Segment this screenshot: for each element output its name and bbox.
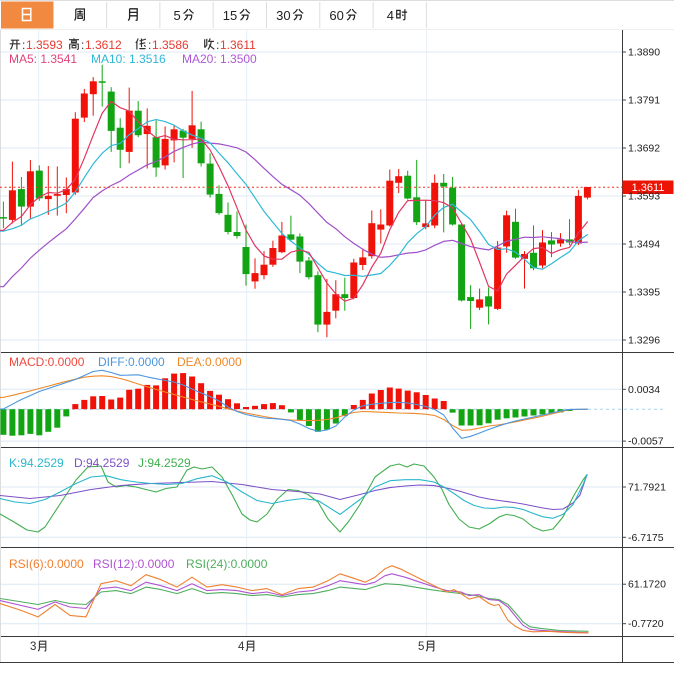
svg-text:DIFF:0.0000: DIFF:0.0000 xyxy=(98,355,165,369)
svg-text:1.3890: 1.3890 xyxy=(628,47,660,59)
svg-text:1.3692: 1.3692 xyxy=(628,143,660,155)
svg-text::: : xyxy=(216,38,219,52)
svg-text:1.3586: 1.3586 xyxy=(152,38,189,52)
svg-text:3: 3 xyxy=(30,641,36,653)
svg-text:5: 5 xyxy=(418,641,424,653)
svg-text:MA10: 1.3516: MA10: 1.3516 xyxy=(91,52,166,66)
svg-text:1.3296: 1.3296 xyxy=(628,335,660,347)
svg-text:61.1720: 61.1720 xyxy=(628,579,666,591)
svg-text:71.7921: 71.7921 xyxy=(628,482,666,494)
svg-text:1.3494: 1.3494 xyxy=(628,239,660,251)
svg-text:1.3593: 1.3593 xyxy=(26,38,63,52)
svg-text::: : xyxy=(81,38,84,52)
svg-text:RSI(24):0.0000: RSI(24):0.0000 xyxy=(186,557,268,571)
svg-text::: : xyxy=(148,38,151,52)
svg-text:DEA:0.0000: DEA:0.0000 xyxy=(177,355,242,369)
svg-text:1.3611: 1.3611 xyxy=(632,182,665,194)
svg-text:D:94.2529: D:94.2529 xyxy=(74,456,130,470)
svg-text:5: 5 xyxy=(174,8,181,23)
svg-text:60: 60 xyxy=(329,8,343,23)
svg-text:-6.7175: -6.7175 xyxy=(628,532,664,544)
svg-text:1.3611: 1.3611 xyxy=(220,38,256,52)
svg-text:1.3593: 1.3593 xyxy=(628,191,660,203)
svg-text:RSI(6):0.0000: RSI(6):0.0000 xyxy=(9,557,84,571)
svg-text:4: 4 xyxy=(387,8,394,23)
svg-text:0.0034: 0.0034 xyxy=(628,384,660,396)
svg-text:MA5: 1.3541: MA5: 1.3541 xyxy=(9,52,77,66)
svg-text:RSI(12):0.0000: RSI(12):0.0000 xyxy=(93,557,175,571)
svg-text:J:94.2529: J:94.2529 xyxy=(138,456,191,470)
svg-text:1.3612: 1.3612 xyxy=(85,38,122,52)
svg-text:-0.0057: -0.0057 xyxy=(628,436,664,448)
svg-text:1.3791: 1.3791 xyxy=(628,95,660,107)
svg-text:-0.7720: -0.7720 xyxy=(628,618,664,630)
svg-text:30: 30 xyxy=(276,8,290,23)
svg-text::: : xyxy=(22,38,25,52)
svg-text:K:94.2529: K:94.2529 xyxy=(9,456,64,470)
svg-text:15: 15 xyxy=(223,8,237,23)
svg-text:MA20: 1.3500: MA20: 1.3500 xyxy=(182,52,257,66)
svg-text:MACD:0.0000: MACD:0.0000 xyxy=(9,355,85,369)
svg-text:4: 4 xyxy=(238,641,245,653)
svg-text:1.3395: 1.3395 xyxy=(628,287,660,299)
